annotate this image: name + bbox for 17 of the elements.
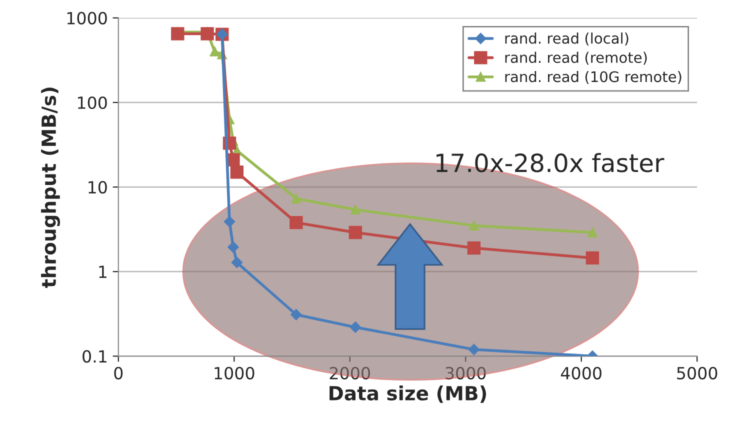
legend-label: rand. read (10G remote) <box>505 70 682 84</box>
x-axis-title: Data size (MB) <box>330 385 486 403</box>
x-tick-label: 4000 <box>560 366 602 380</box>
x-tick-label: 3000 <box>446 366 486 380</box>
annotation: 17.0x-28.0x faster <box>436 152 664 172</box>
y-tick-label: 0.1 <box>82 350 106 363</box>
legend-label: rand. read (remote) <box>505 52 647 65</box>
y-tick-label: 1 <box>99 266 106 278</box>
y-axis-title: throughput (MB/s) <box>41 88 60 288</box>
y-tick-label: 100 <box>78 96 107 110</box>
legend-label: rand. read (local) <box>505 32 628 46</box>
x-tick-label: 1000 <box>214 366 254 380</box>
x-tick-label: 5000 <box>677 366 718 380</box>
x-tick-label: 2000 <box>330 366 370 380</box>
x-tick-label: 0 <box>114 366 123 380</box>
y-tick-label: 1000 <box>67 12 107 24</box>
y-tick-label: 10 <box>88 181 107 194</box>
